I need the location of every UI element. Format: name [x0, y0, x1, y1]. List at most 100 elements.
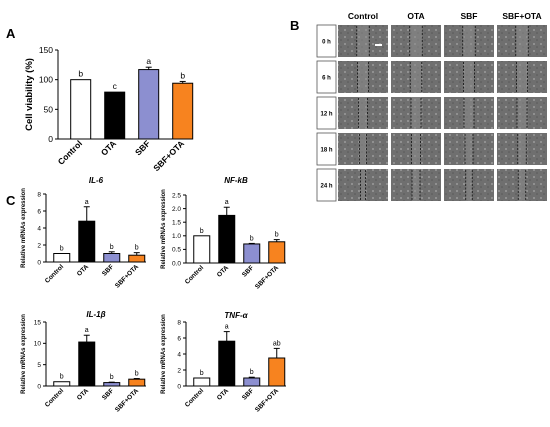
significance-letter: b — [250, 369, 254, 376]
y-tick-label: 6 — [37, 208, 41, 215]
x-tick-label: SBF — [133, 138, 152, 157]
row-label-box — [316, 168, 337, 202]
scratch-gap — [409, 25, 423, 57]
panel-label-a: A — [6, 26, 16, 41]
significance-letter: c — [113, 81, 118, 91]
scratch-gap — [517, 97, 527, 129]
scratch-gap — [411, 133, 421, 165]
scratch-gap — [360, 169, 366, 201]
y-tick-label: 0 — [37, 259, 41, 266]
chart-il1b: 0 5 10 15 Relative mRNAs expression IL-1β b Con… — [21, 310, 146, 414]
significance-letter: a — [146, 56, 151, 66]
scratch-gap — [463, 61, 475, 93]
scratch-gap — [356, 25, 370, 57]
x-tick-label: SBF — [101, 263, 115, 277]
y-tick-label: 150 — [39, 45, 53, 55]
x-tick-label: OTA — [76, 387, 91, 402]
bar-control — [193, 377, 211, 387]
row-label: 0 h — [322, 40, 331, 46]
x-tick-label: Control — [56, 138, 84, 166]
y-axis-label: Relative mRNAs expression — [21, 188, 27, 268]
bar-ota — [218, 340, 236, 387]
scratch-gap — [412, 169, 420, 201]
y-tick-label: 2 — [177, 367, 181, 374]
scratch-gap — [464, 97, 474, 129]
y-tick-label: 0 — [48, 134, 53, 144]
bar-sbf — [103, 382, 121, 387]
bar-ota — [78, 341, 96, 387]
y-tick-label: 4 — [37, 225, 41, 232]
y-tick-label: 15 — [34, 319, 42, 326]
y-tick-label: 0 — [37, 383, 41, 390]
y-tick-label: 2 — [37, 242, 41, 249]
scratch-gap — [518, 169, 526, 201]
panel-label-b: B — [290, 18, 299, 33]
row-label-box — [316, 24, 337, 58]
bar-sbf-ota — [128, 254, 146, 263]
bar-ota — [218, 214, 236, 264]
x-tick-label: SBF — [101, 387, 115, 401]
chart-title: TNF-α — [224, 311, 248, 320]
significance-letter: b — [60, 374, 64, 381]
y-tick-label: 10 — [34, 341, 42, 348]
scratch-gap — [515, 25, 529, 57]
x-tick-label: OTA — [216, 387, 231, 402]
x-tick-label: OTA — [76, 263, 91, 278]
significance-letter: ab — [273, 340, 281, 347]
significance-letter: b — [135, 371, 139, 378]
bar-sbf — [243, 377, 261, 387]
column-header: SBF — [461, 11, 478, 21]
wound-healing-grid: Control OTA SBF SBF+OTA 0 h 6 h 12 h 18 h 24 h — [316, 11, 547, 202]
chart-title: NF-kB — [224, 176, 248, 185]
bar-sbf — [243, 243, 261, 264]
x-tick-label: Control — [184, 264, 205, 285]
row-label-box — [316, 132, 337, 166]
column-header: Control — [348, 11, 378, 21]
y-tick-label: 1.5 — [172, 219, 181, 226]
significance-letter: b — [110, 244, 114, 251]
chart-title: IL-6 — [89, 176, 104, 185]
significance-letter: b — [250, 235, 254, 242]
y-axis-label: Cell viability (%) — [24, 58, 35, 131]
bar-sbf-ota — [128, 378, 146, 387]
y-tick-label: 50 — [44, 104, 54, 114]
x-tick-label: Control — [184, 387, 205, 408]
y-axis-label: Relative mRNAs expression — [161, 314, 167, 394]
significance-letter: b — [78, 69, 83, 79]
y-axis-label: Relative mRNAs expression — [21, 314, 27, 394]
significance-letter: a — [85, 327, 89, 334]
row-label: 24 h — [320, 184, 332, 190]
scratch-gap — [357, 61, 369, 93]
row-label: 12 h — [320, 112, 332, 118]
bar-ota — [78, 220, 96, 263]
y-tick-label: 100 — [39, 75, 53, 85]
chart-title: IL-1β — [86, 310, 105, 319]
bar-sbf — [138, 69, 160, 140]
scratch-gap — [411, 97, 421, 129]
y-tick-label: 4 — [177, 351, 181, 358]
y-tick-label: 2.5 — [172, 192, 181, 199]
x-tick-label: SBF+OTA — [114, 387, 140, 413]
bar-control — [53, 253, 71, 263]
significance-letter: b — [275, 232, 279, 239]
bar-sbf — [103, 253, 121, 263]
row-label-box — [316, 60, 337, 94]
y-tick-label: 6 — [177, 335, 181, 342]
significance-letter: b — [110, 374, 114, 381]
bar-sbf-ota — [172, 82, 194, 140]
scratch-gap — [516, 61, 528, 93]
significance-letter: a — [225, 324, 229, 331]
y-tick-label: 5 — [37, 362, 41, 369]
chart-tnfa: 0 2 4 6 8 Relative mRNAs expression TNF-α b Cont… — [161, 311, 286, 414]
row-label-box — [316, 96, 337, 130]
chart-nfkb: 0.0 0.5 1.0 1.5 2.0 2.5 Relative mRNAs express… — [161, 176, 286, 291]
significance-letter: b — [60, 246, 64, 253]
row-label: 18 h — [320, 148, 332, 154]
column-header: OTA — [407, 11, 424, 21]
y-tick-label: 1.0 — [172, 233, 181, 240]
bar-control — [70, 79, 92, 140]
x-tick-label: SBF+OTA — [114, 263, 140, 289]
y-tick-label: 0 — [177, 383, 181, 390]
bar-ota — [104, 91, 126, 140]
